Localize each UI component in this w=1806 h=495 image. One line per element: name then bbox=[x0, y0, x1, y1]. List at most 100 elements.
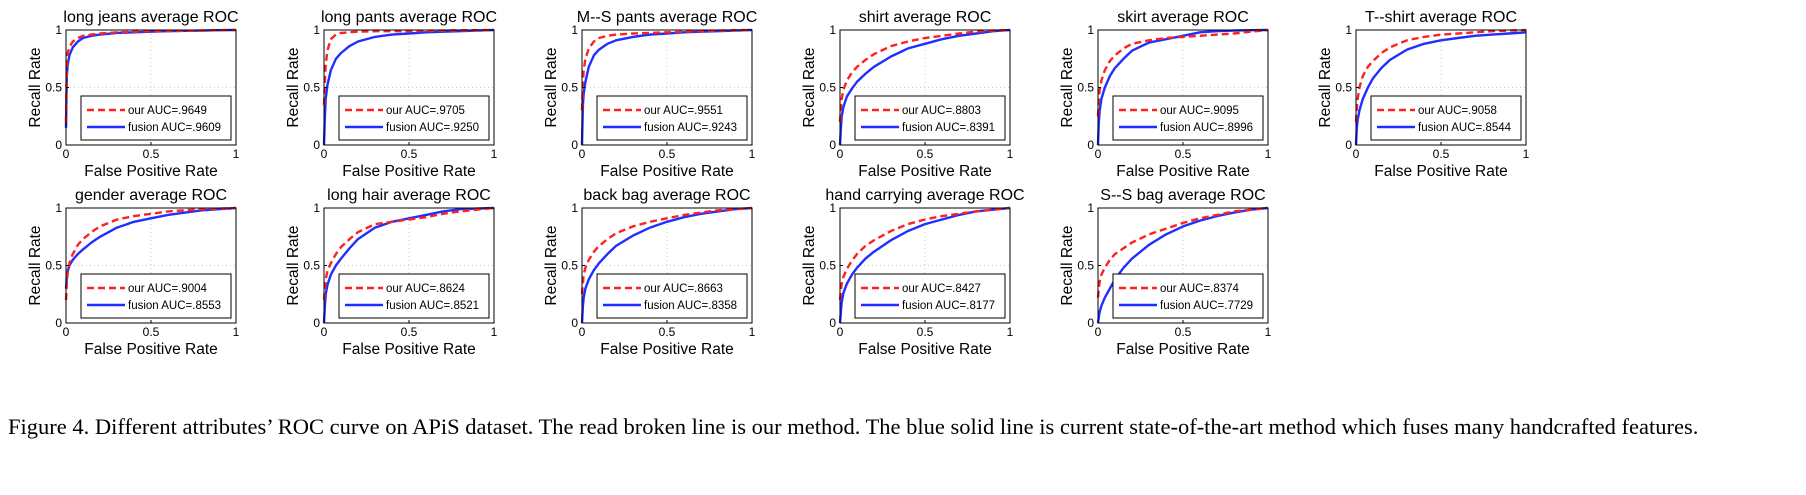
roc-curve-fusion bbox=[1096, 206, 1269, 324]
roc-curve-ours bbox=[1096, 28, 1269, 117]
legend-label: fusion AUC=.9250 bbox=[386, 122, 479, 134]
x-tick-label: 1 bbox=[233, 325, 240, 339]
x-tick-label: 1 bbox=[1007, 325, 1014, 339]
x-tick-label: 1 bbox=[233, 147, 240, 161]
x-axis-label: False Positive Rate bbox=[84, 341, 218, 358]
legend-label: our AUC=.9095 bbox=[1160, 105, 1239, 117]
chart-title: gender average ROC bbox=[75, 187, 227, 204]
chart-title: long hair average ROC bbox=[327, 187, 491, 204]
x-tick-label: 0.5 bbox=[401, 147, 418, 161]
legend-label: our AUC=.9705 bbox=[386, 105, 465, 117]
x-tick-label: 0 bbox=[579, 325, 586, 339]
x-axis-label: False Positive Rate bbox=[342, 163, 476, 180]
x-axis-label: False Positive Rate bbox=[600, 341, 734, 358]
legend-box bbox=[338, 95, 490, 141]
legend-label: fusion AUC=.7729 bbox=[1160, 300, 1253, 312]
legend-label: fusion AUC=.8177 bbox=[902, 300, 995, 312]
legend-box bbox=[1112, 95, 1264, 141]
x-tick-label: 1 bbox=[1007, 147, 1014, 161]
chart-title: long jeans average ROC bbox=[63, 9, 238, 26]
y-tick-label: 0 bbox=[1345, 138, 1352, 152]
y-tick-label: 0.5 bbox=[561, 81, 578, 95]
y-tick-label: 0 bbox=[571, 316, 578, 330]
x-axis-label: False Positive Rate bbox=[600, 163, 734, 180]
y-tick-label: 0.5 bbox=[45, 81, 62, 95]
y-tick-label: 0.5 bbox=[819, 81, 836, 95]
roc-curve-fusion bbox=[64, 206, 237, 289]
x-tick-label: 0.5 bbox=[401, 325, 418, 339]
legend-label: our AUC=.8803 bbox=[902, 105, 981, 117]
roc-curve-ours bbox=[1096, 206, 1269, 298]
roc-chart-5: skirt average ROC 0 0.5 1 0 0.5 1 False Positiv… bbox=[1059, 9, 1272, 180]
legend-label: fusion AUC=.8544 bbox=[1418, 122, 1512, 134]
legend-box bbox=[1112, 273, 1264, 319]
roc-curve-ours bbox=[838, 28, 1011, 123]
y-tick-label: 0.5 bbox=[303, 259, 320, 273]
x-tick-label: 0 bbox=[837, 147, 844, 161]
legend-label: our AUC=.8624 bbox=[386, 283, 466, 295]
y-axis-label: Recall Rate bbox=[543, 47, 560, 127]
roc-curve-fusion bbox=[580, 28, 753, 146]
chart-title: M--S pants average ROC bbox=[577, 9, 758, 26]
roc-curve-ours bbox=[322, 206, 495, 301]
y-tick-label: 1 bbox=[571, 201, 578, 215]
x-tick-label: 0.5 bbox=[1433, 147, 1450, 161]
roc-chart-6: T--shirt average ROC 0 0.5 1 0 0.5 1 False Posi… bbox=[1317, 9, 1530, 180]
y-tick-label: 0 bbox=[1087, 316, 1094, 330]
chart-title: long pants average ROC bbox=[321, 9, 497, 26]
x-axis-label: False Positive Rate bbox=[858, 163, 992, 180]
y-tick-label: 0 bbox=[829, 316, 836, 330]
legend-label: fusion AUC=.9609 bbox=[128, 122, 221, 134]
x-axis-label: False Positive Rate bbox=[1116, 163, 1250, 180]
y-axis-label: Recall Rate bbox=[285, 225, 302, 305]
roc-curve-ours bbox=[1354, 28, 1527, 123]
chart-title: T--shirt average ROC bbox=[1365, 9, 1517, 26]
y-axis-label: Recall Rate bbox=[1059, 225, 1076, 305]
y-axis-label: Recall Rate bbox=[27, 47, 44, 127]
x-tick-label: 0 bbox=[321, 325, 328, 339]
x-axis-label: False Positive Rate bbox=[1116, 341, 1250, 358]
legend-box bbox=[80, 95, 232, 141]
y-tick-label: 1 bbox=[313, 23, 320, 37]
x-tick-label: 0.5 bbox=[143, 147, 160, 161]
roc-curve-fusion bbox=[1096, 28, 1269, 146]
x-tick-label: 1 bbox=[1265, 147, 1272, 161]
legend-label: our AUC=.9649 bbox=[128, 105, 207, 117]
y-axis-label: Recall Rate bbox=[285, 47, 302, 127]
y-tick-label: 1 bbox=[55, 201, 62, 215]
roc-curve-fusion bbox=[1354, 31, 1527, 146]
y-tick-label: 0.5 bbox=[819, 259, 836, 273]
y-tick-label: 0 bbox=[829, 138, 836, 152]
chart-title: back bag average ROC bbox=[583, 187, 750, 204]
x-tick-label: 0.5 bbox=[917, 147, 934, 161]
legend-label: fusion AUC=.8521 bbox=[386, 300, 479, 312]
x-tick-label: 0 bbox=[63, 147, 70, 161]
x-axis-label: False Positive Rate bbox=[1374, 163, 1508, 180]
chart-title: S--S bag average ROC bbox=[1100, 187, 1265, 204]
roc-chart-4: shirt average ROC 0 0.5 1 0 0.5 1 False Positiv… bbox=[801, 9, 1014, 180]
roc-chart-8: long hair average ROC 0 0.5 1 0 0.5 1 False Pos… bbox=[285, 187, 498, 358]
y-tick-label: 0 bbox=[55, 138, 62, 152]
x-tick-label: 0 bbox=[1353, 147, 1360, 161]
x-tick-label: 1 bbox=[491, 325, 498, 339]
y-tick-label: 1 bbox=[829, 201, 836, 215]
legend-box bbox=[854, 273, 1006, 319]
x-axis-label: False Positive Rate bbox=[858, 341, 992, 358]
roc-curve-fusion bbox=[838, 28, 1011, 146]
x-axis-label: False Positive Rate bbox=[342, 341, 476, 358]
y-tick-label: 0 bbox=[313, 138, 320, 152]
y-tick-label: 0 bbox=[55, 316, 62, 330]
x-tick-label: 0 bbox=[837, 325, 844, 339]
roc-chart-3: M--S pants average ROC 0 0.5 1 0 0.5 1 False Po… bbox=[543, 9, 757, 180]
roc-curve-ours bbox=[580, 28, 753, 111]
x-tick-label: 1 bbox=[491, 147, 498, 161]
y-tick-label: 0 bbox=[1087, 138, 1094, 152]
y-axis-label: Recall Rate bbox=[801, 47, 818, 127]
roc-curve-ours bbox=[580, 206, 753, 295]
legend-label: fusion AUC=.8996 bbox=[1160, 122, 1253, 134]
x-tick-label: 0.5 bbox=[1175, 325, 1192, 339]
roc-curve-fusion bbox=[322, 206, 495, 324]
x-tick-label: 0.5 bbox=[143, 325, 160, 339]
y-axis-label: Recall Rate bbox=[27, 225, 44, 305]
roc-curve-ours bbox=[64, 28, 237, 123]
